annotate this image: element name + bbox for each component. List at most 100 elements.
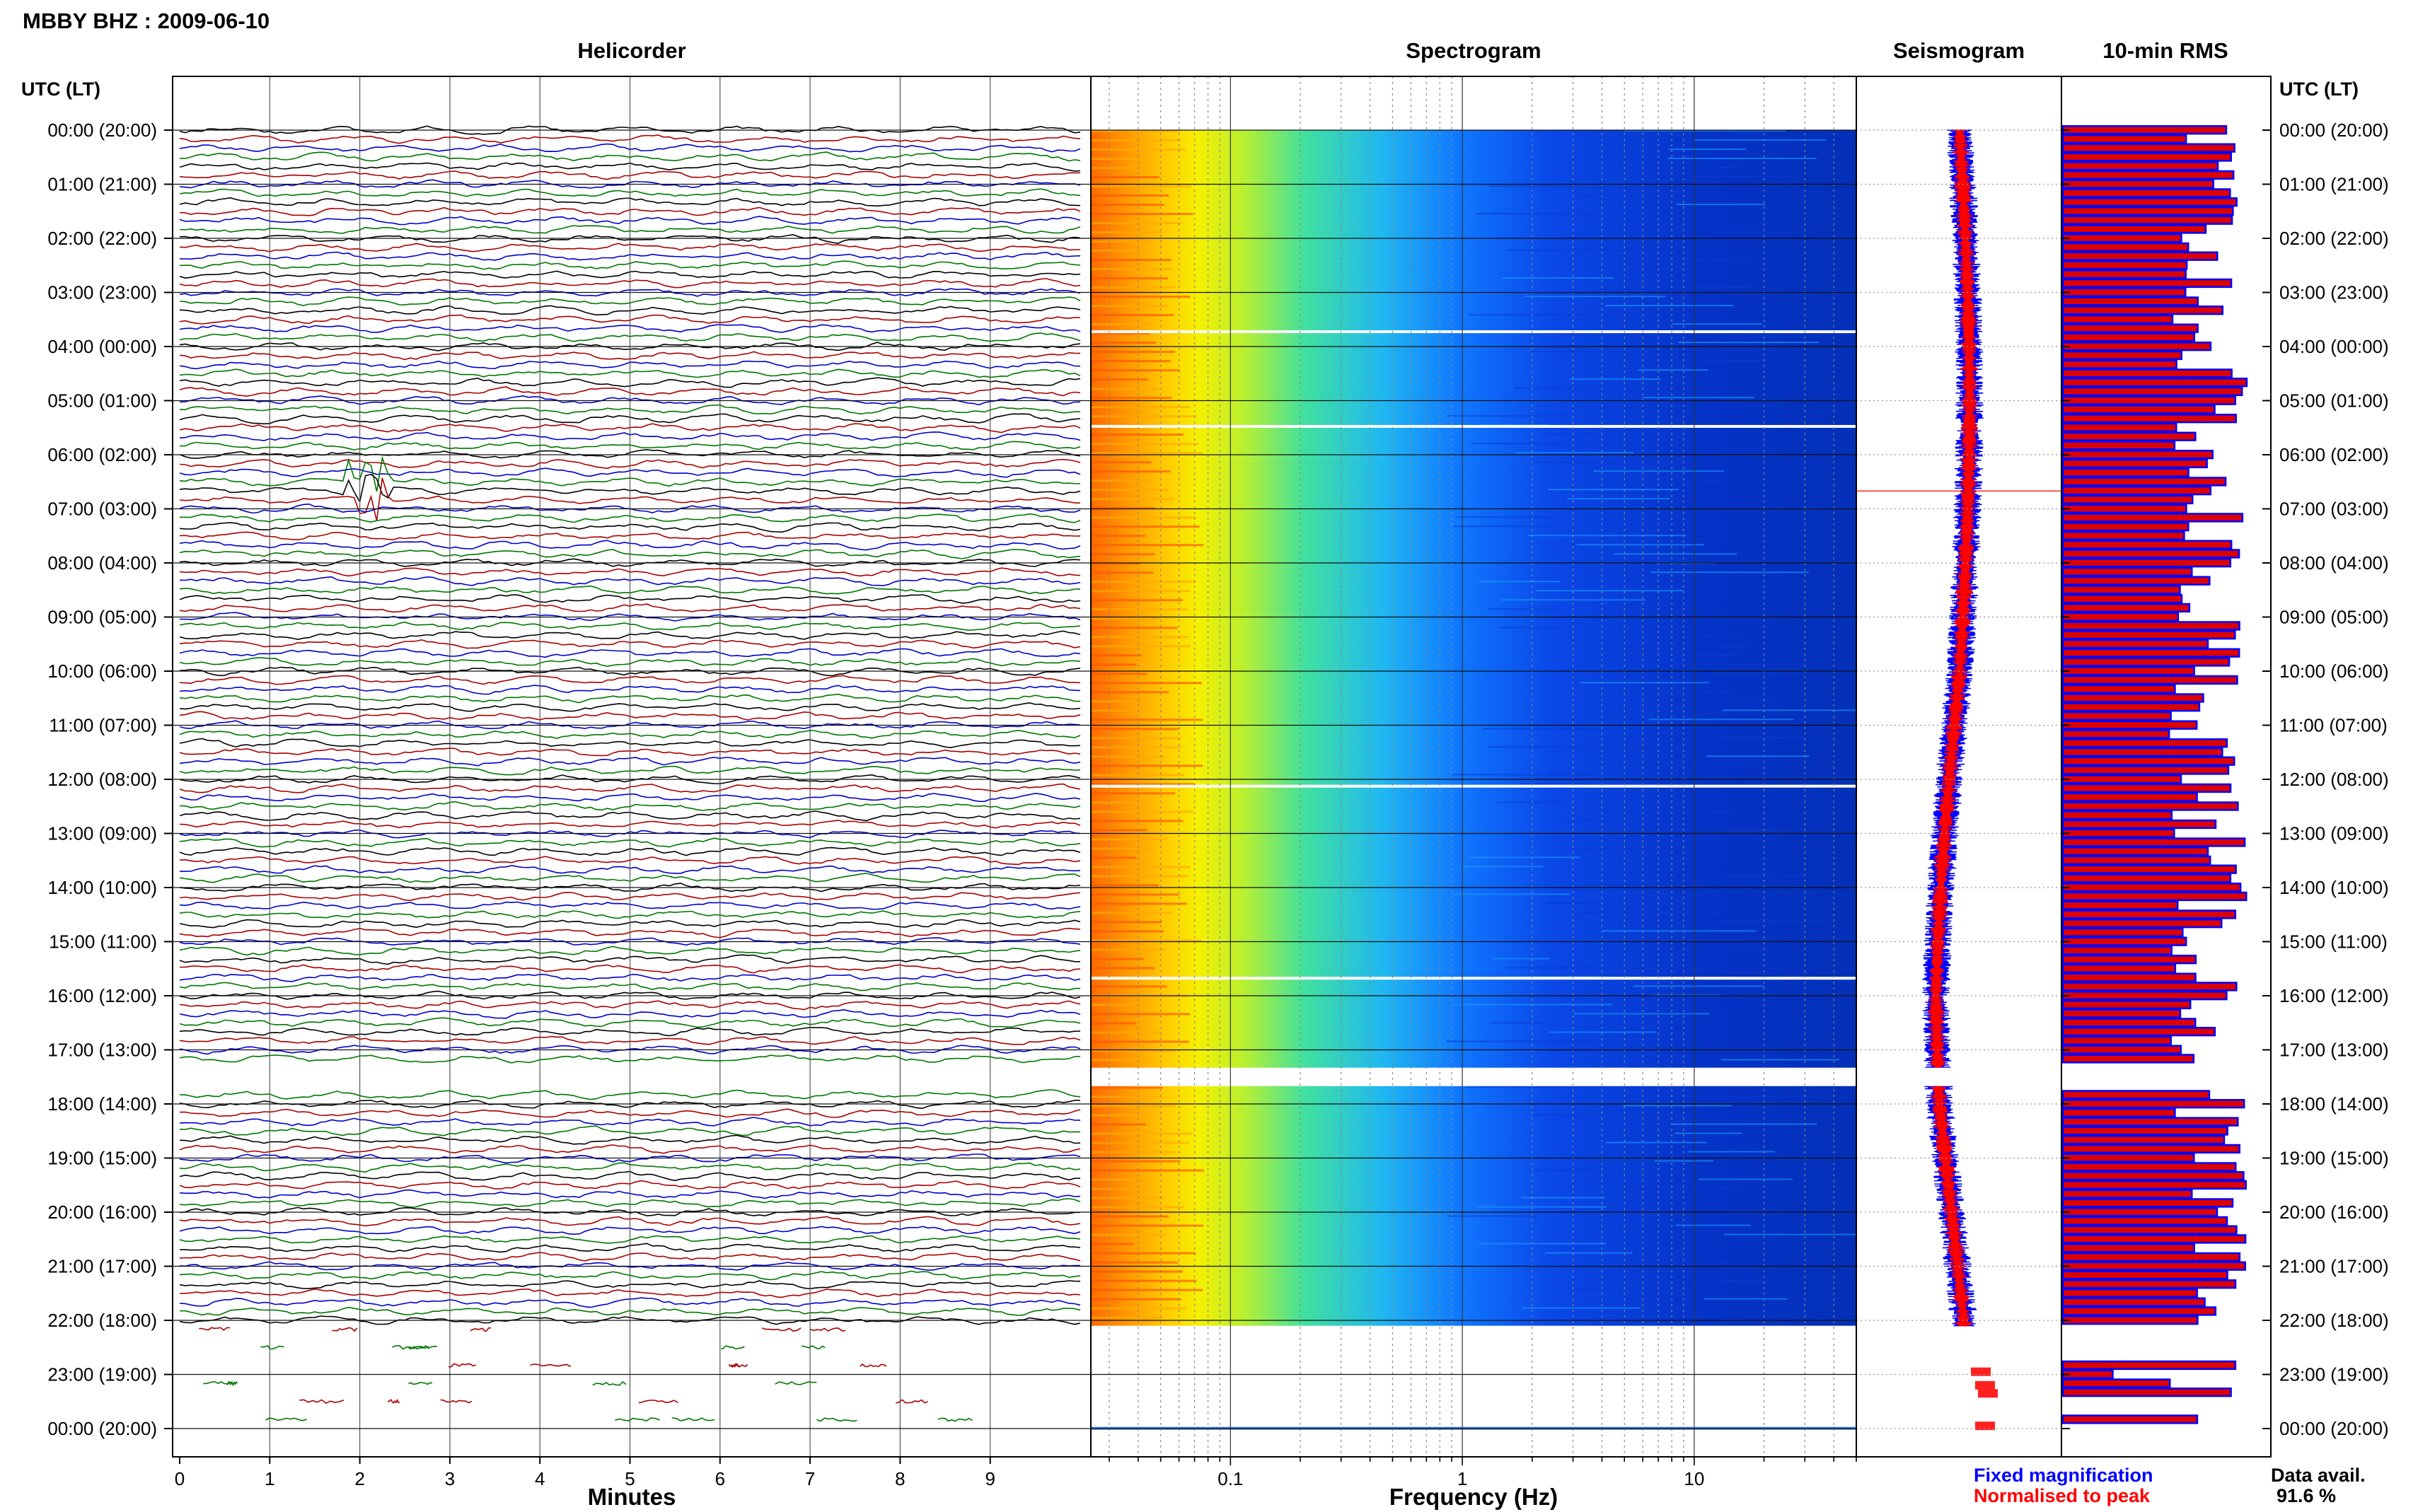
rms-bar	[2061, 386, 2243, 397]
data-availability-value: 91.6 %	[2277, 1485, 2336, 1506]
time-tick-label-left: 08:00 (04:00)	[47, 552, 157, 574]
spectrogram-streak	[1091, 1114, 1135, 1117]
time-tick-label-right: 23:00 (19:00)	[2279, 1364, 2389, 1385]
spectrogram-streak	[1589, 268, 1716, 270]
spectrogram-streak	[1091, 673, 1147, 675]
spectrogram-streak	[1521, 1197, 1606, 1199]
spectrogram-streak	[1676, 204, 1766, 206]
rms-bar	[2061, 296, 2199, 306]
spectrogram-streak	[1576, 544, 1705, 546]
rms-bar	[2061, 233, 2182, 243]
spectrogram-streak	[1546, 1049, 1639, 1052]
rms-bar	[2061, 323, 2199, 333]
spectrogram-streak	[1091, 443, 1199, 446]
spectrogram-streak	[1091, 1151, 1177, 1153]
rms-bar	[2061, 666, 2195, 676]
spectrogram-streak	[1677, 829, 1803, 831]
time-tick-label-right: 00:00 (20:00)	[2279, 1418, 2389, 1439]
spectrogram-streak	[1091, 617, 1158, 620]
rms-bar	[2061, 1135, 2226, 1145]
spectrogram-streak	[1560, 332, 1663, 335]
helicorder-trace-fragment	[937, 1417, 973, 1422]
spectrogram-streak	[1091, 158, 1150, 161]
spectrogram-streak	[1091, 360, 1171, 363]
time-tick-label-left: 07:00 (03:00)	[47, 499, 157, 520]
spectrogram-streak	[1500, 599, 1645, 601]
spectrogram-streak	[1091, 1095, 1164, 1098]
spectrogram-streak	[1667, 158, 1817, 160]
rms-bar	[2061, 783, 2232, 793]
rms-bar	[2061, 576, 2211, 586]
spectrogram-streak	[1091, 378, 1149, 381]
spectrogram-streak	[1091, 204, 1164, 207]
spectrogram-streak	[1091, 737, 1181, 740]
minutes-tick-label: 2	[354, 1468, 364, 1489]
spectrogram-gap-line	[1091, 424, 1856, 428]
spectrogram-streak	[1467, 856, 1580, 859]
helicorder-trace-fragment	[860, 1363, 887, 1368]
rms-bar	[2061, 927, 2184, 938]
spectrogram-streak	[1663, 838, 1723, 840]
spectrogram-streak	[1703, 1298, 1788, 1300]
spectrogram-streak	[1614, 553, 1737, 555]
spectrogram-streak	[1091, 277, 1168, 280]
time-tick-label-right: 13:00 (09:00)	[2279, 823, 2389, 844]
rms-bar	[2061, 873, 2232, 883]
spectrogram-streak	[1091, 1059, 1143, 1062]
rms-bar	[2061, 738, 2228, 748]
spectrogram-streak	[1091, 406, 1191, 409]
spectrogram-streak	[1091, 627, 1178, 629]
rms-bar	[2061, 260, 2188, 270]
rms-bar	[2061, 999, 2192, 1010]
spectrogram-streak	[1492, 958, 1550, 960]
rms-bar	[2061, 494, 2194, 505]
spectrogram-streak	[1091, 783, 1195, 786]
spectrogram-streak	[1091, 507, 1156, 510]
spectrogram-streak	[1091, 1243, 1135, 1245]
spectrogram-streak	[1469, 314, 1625, 316]
spectrogram-streak	[1600, 654, 1740, 656]
legend-normalised-to-peak: Normalised to peak	[1974, 1485, 2151, 1506]
rms-bar	[2061, 504, 2187, 513]
spectrogram-streak	[1091, 636, 1189, 639]
helicorder-trace-fragment	[332, 1327, 358, 1332]
spectrogram-streak	[1091, 875, 1189, 878]
rms-bar	[2061, 765, 2230, 775]
spectrogram-streak	[1694, 139, 1827, 141]
spectrogram-streak	[1515, 452, 1634, 454]
rms-bar	[2061, 1369, 2114, 1379]
seismogram-panel	[1856, 129, 2061, 1431]
rms-bar	[2061, 1054, 2195, 1064]
helicorder-trace-fragment	[387, 1399, 400, 1404]
rms-bar	[2061, 1035, 2172, 1046]
spectrogram-streak	[1482, 728, 1624, 730]
rms-bar	[2061, 422, 2177, 433]
rms-bar	[2061, 179, 2215, 189]
rms-bar	[2061, 612, 2180, 622]
spectrogram-streak	[1091, 820, 1184, 822]
spectrogram-streak	[1091, 985, 1167, 988]
helicorder-trace-fragment	[226, 1380, 238, 1387]
data-availability-label: Data avail.	[2271, 1465, 2366, 1486]
minutes-tick-label: 3	[445, 1468, 455, 1489]
spectrogram-streak	[1091, 755, 1165, 758]
grid-layer	[164, 76, 2271, 1457]
rms-bar	[2061, 314, 2174, 325]
spectrogram-streak	[1091, 250, 1154, 252]
spectrogram-streak	[1476, 213, 1595, 215]
spectrogram-streak	[1506, 250, 1648, 252]
spectrogram-streak	[1722, 709, 1856, 711]
spectrogram-streak	[1708, 507, 1830, 509]
spectrogram-streak	[1662, 479, 1723, 482]
helicorder-trace-fragment	[408, 1381, 433, 1385]
helicorder-trace-fragment	[449, 1363, 476, 1368]
rms-bar	[2061, 747, 2223, 757]
spectrogram-streak	[1505, 967, 1664, 969]
time-tick-label-left: 17:00 (13:00)	[47, 1040, 157, 1061]
minutes-tick-label: 0	[175, 1468, 185, 1489]
rms-bar	[2061, 1189, 2193, 1199]
rms-bar	[2061, 467, 2189, 477]
rms-bar	[2061, 837, 2246, 847]
spectrogram-streak	[1720, 1059, 1840, 1061]
rms-bar	[2061, 1306, 2217, 1316]
